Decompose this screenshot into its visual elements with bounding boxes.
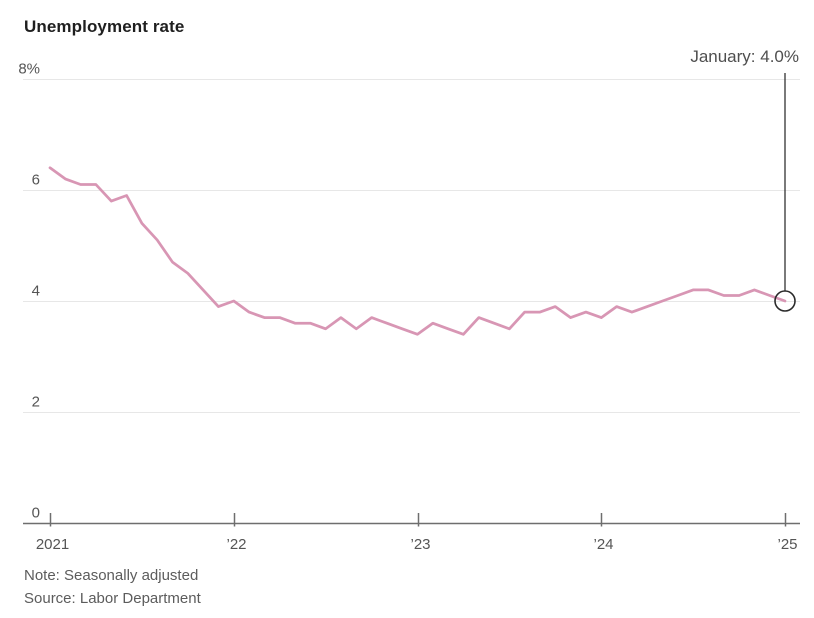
note-text: Note: Seasonally adjusted <box>24 567 199 584</box>
x-tick-label: ’23 <box>410 536 430 553</box>
chart-title: Unemployment rate <box>24 17 185 36</box>
y-tick-label: 2 <box>32 394 40 411</box>
y-tick-label: 6 <box>32 172 40 189</box>
y-tick-label: 0 <box>32 505 40 522</box>
end-value-annotation: January: 4.0% <box>690 47 799 66</box>
x-tick-label: ’22 <box>226 536 246 553</box>
series-line <box>48 166 787 336</box>
end-marker <box>774 290 796 312</box>
chart-footer: Note: Seasonally adjusted Source: Labor … <box>24 564 201 610</box>
x-tick-label: ’25 <box>777 536 797 553</box>
source-text: Source: Labor Department <box>24 590 201 607</box>
x-tick-label: 2021 <box>36 536 69 553</box>
y-tick-label: 8% <box>18 61 40 78</box>
x-tick-label: ’24 <box>593 536 613 553</box>
y-tick-label: 4 <box>32 283 40 300</box>
